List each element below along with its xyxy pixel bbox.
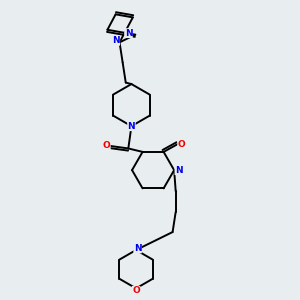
Text: N: N: [128, 122, 135, 131]
Text: O: O: [132, 286, 140, 296]
Text: N: N: [175, 166, 183, 175]
Text: N: N: [134, 244, 141, 253]
Text: O: O: [178, 140, 185, 149]
Text: N: N: [124, 28, 132, 38]
Text: O: O: [103, 142, 110, 151]
Text: N: N: [112, 36, 120, 45]
